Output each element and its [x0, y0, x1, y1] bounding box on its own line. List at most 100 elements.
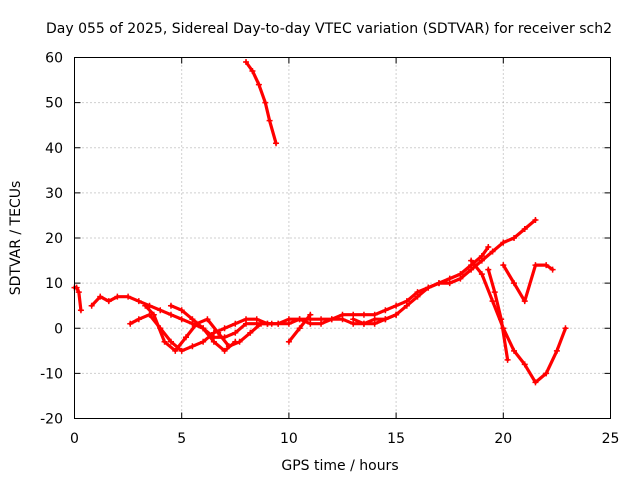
data-point-marker	[275, 320, 282, 327]
y-tick-label: 10	[45, 276, 63, 292]
data-point-marker	[285, 320, 292, 327]
data-point-marker	[532, 262, 539, 269]
data-point-marker	[273, 140, 280, 147]
data-point-marker	[457, 271, 464, 278]
series-arc-7	[350, 244, 492, 327]
series-arc-8	[243, 59, 280, 147]
series-line	[501, 263, 555, 303]
data-point-marker	[243, 59, 250, 66]
y-tick-label: 50	[45, 96, 63, 112]
data-point-marker	[221, 347, 228, 354]
data-point-marker	[485, 266, 492, 273]
data-point-marker	[200, 338, 207, 345]
data-point-marker	[562, 325, 569, 332]
data-point-marker	[135, 298, 142, 305]
data-point-marker	[172, 347, 179, 354]
x-tick-labels: 0 5 10 15 20 25	[70, 431, 619, 447]
data-point-marker	[504, 356, 511, 363]
data-point-marker	[266, 117, 273, 124]
data-point-marker	[215, 329, 222, 336]
data-point-marker	[468, 257, 475, 264]
data-point-marker	[232, 329, 239, 336]
x-tick-label: 15	[387, 431, 405, 447]
data-point-marker	[157, 307, 164, 314]
data-point-marker	[204, 316, 211, 323]
data-point-marker	[318, 320, 325, 327]
data-point-marker	[498, 316, 505, 323]
data-point-marker	[105, 298, 112, 305]
data-point-marker	[328, 316, 335, 323]
data-point-marker	[382, 316, 389, 323]
data-point-marker	[150, 311, 157, 318]
data-point-marker	[285, 338, 292, 345]
data-point-marker	[360, 320, 367, 327]
y-tick-label: 40	[45, 141, 63, 157]
data-point-marker	[521, 298, 528, 305]
x-axis-label: GPS time / hours	[281, 458, 398, 474]
y-tick-label: 30	[45, 186, 63, 202]
data-point-marker	[543, 262, 550, 269]
data-point-marker	[549, 266, 556, 273]
x-tick-label: 25	[602, 431, 620, 447]
data-point-marker	[167, 302, 174, 309]
data-point-marker	[500, 262, 507, 269]
series-line	[244, 60, 278, 145]
y-tick-label: 0	[54, 321, 63, 337]
data-point-marker	[553, 347, 560, 354]
y-tick-label: -20	[40, 412, 63, 428]
series-line	[469, 259, 568, 384]
series-arc-6	[285, 311, 314, 345]
data-point-marker	[296, 325, 303, 332]
y-tick-label: 20	[45, 231, 63, 247]
data-point-marker	[178, 307, 185, 314]
axis-ticks	[74, 57, 611, 419]
data-point-marker	[532, 216, 539, 223]
data-point-marker	[521, 361, 528, 368]
x-tick-label: 10	[280, 431, 298, 447]
data-point-marker	[403, 302, 410, 309]
data-point-marker	[249, 68, 256, 75]
data-point-marker	[491, 289, 498, 296]
data-point-marker	[500, 239, 507, 246]
y-tick-labels: -20 -10 0 10 20 30 40 50 60	[40, 51, 63, 428]
series-arc-11	[500, 262, 556, 305]
data-point-marker	[200, 325, 207, 332]
data-point-marker	[350, 316, 357, 323]
data-point-marker	[255, 81, 262, 88]
series-line	[90, 218, 538, 339]
data-point-marker	[360, 311, 367, 318]
data-point-marker	[221, 325, 228, 332]
chart-title: Day 055 of 2025, Sidereal Day-to-day VTE…	[46, 21, 612, 37]
series-arc-1	[71, 284, 84, 314]
data-point-marker	[178, 347, 185, 354]
data-point-marker	[247, 329, 254, 336]
data-point-marker	[296, 316, 303, 323]
data-point-marker	[478, 253, 485, 260]
data-point-marker	[414, 293, 421, 300]
data-point-marker	[511, 347, 518, 354]
data-point-marker	[489, 248, 496, 255]
data-point-marker	[393, 302, 400, 309]
y-axis-label: SDTVAR / TECUs	[8, 181, 24, 296]
data-point-marker	[167, 311, 174, 318]
data-point-marker	[210, 338, 217, 345]
series-line	[351, 245, 490, 326]
data-point-marker	[232, 320, 239, 327]
x-tick-label: 0	[70, 431, 79, 447]
data-point-marker	[232, 338, 239, 345]
data-series-group	[71, 59, 569, 386]
series-arc-4	[142, 302, 275, 354]
series-arc-5	[167, 302, 239, 354]
data-point-marker	[114, 293, 121, 300]
data-point-marker	[127, 320, 134, 327]
data-point-marker	[135, 316, 142, 323]
series-line	[486, 268, 510, 362]
grid	[74, 57, 611, 419]
data-point-marker	[167, 338, 174, 345]
series-line	[128, 313, 398, 353]
series-arc-9	[468, 257, 569, 386]
data-point-marker	[243, 316, 250, 323]
data-point-marker	[189, 316, 196, 323]
data-point-marker	[142, 302, 149, 309]
